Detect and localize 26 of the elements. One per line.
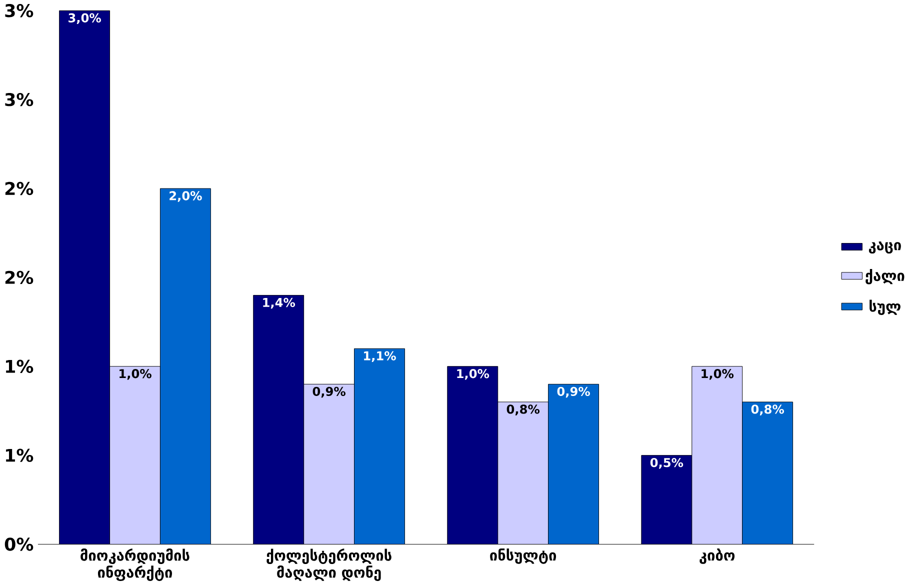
x-tick-label: ქოლესტეროლის მაღალი დონე [266,548,392,581]
data-label: 0,5% [650,458,684,469]
legend-label: კაცი [868,241,901,254]
data-label: 1,0% [702,369,734,380]
data-label: 1,1% [364,351,396,362]
data-label: 0,9% [557,386,590,398]
y-tick-label: 0% [4,538,34,551]
data-label: 2,0% [170,191,202,202]
data-label: 0,8% [751,404,784,416]
y-tick-label: 2% [5,270,34,284]
legend-label: ქალი [866,268,904,284]
x-tick-label: კიბო [700,548,735,564]
x-tick-label: მიოკარდიუმის ინფარქტი [80,548,190,581]
data-label: 0,8% [506,404,540,416]
y-tick-label: 2% [5,182,34,196]
data-label: 0,9% [312,386,346,398]
x-tick-label: ინსულტი [490,548,556,564]
data-label: 1,0% [120,369,152,380]
data-label: 1,0% [457,369,490,380]
y-tick-label: 3% [5,4,34,18]
data-label: 3,0% [68,13,101,24]
legend-label: სულ [870,300,900,315]
y-tick-label: 3% [5,92,34,106]
y-tick-label: 1% [6,448,34,462]
y-tick-label: 1% [6,360,34,373]
data-label: 1,4% [263,298,296,309]
